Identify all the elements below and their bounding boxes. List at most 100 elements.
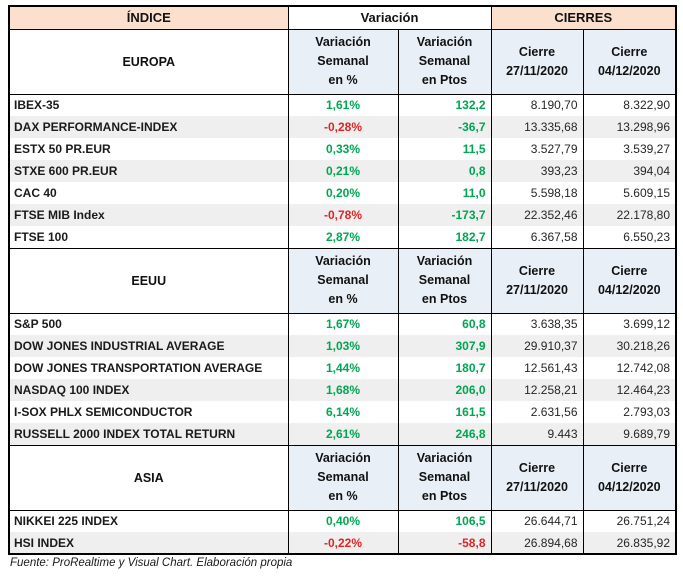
top-header-row: ÍNDICE Variación CIERRES xyxy=(8,5,677,30)
index-name-cell: I-SOX PHLX SEMICONDUCTOR xyxy=(8,401,289,423)
header-line: en % xyxy=(328,291,358,306)
subheader-close-27-11-2020: Cierre 27/11/2020 xyxy=(490,28,584,95)
weekly-change-pct-cell: 0,20% xyxy=(287,182,399,204)
weekly-change-pts-cell: -173,7 xyxy=(397,204,492,226)
weekly-change-pts-cell: 206,0 xyxy=(397,379,492,401)
header-line: Variación xyxy=(315,35,371,50)
weekly-change-pts-cell: -58,8 xyxy=(397,532,492,554)
index-name-cell: DAX PERFORMANCE-INDEX xyxy=(8,116,289,138)
section-header-row-asia: ASIA Variación Semanal en % Variación Semanal… xyxy=(8,444,677,511)
close-04-12-cell: 5.609,15 xyxy=(582,182,677,204)
index-name-cell: DOW JONES INDUSTRIAL AVERAGE xyxy=(8,335,289,357)
close-27-11-cell: 6.367,58 xyxy=(490,226,584,248)
table-row: DOW JONES TRANSPORTATION AVERAGE 1,44% 180… xyxy=(8,357,677,379)
table-row: ESTX 50 PR.EUR 0,33% 11,5 3.527,79 3.539,27 xyxy=(8,138,677,160)
weekly-change-pts-cell: 246,8 xyxy=(397,423,492,445)
close-04-12-cell: 8.322,90 xyxy=(582,94,677,116)
column-header-indice: ÍNDICE xyxy=(8,5,289,30)
weekly-change-pct-cell: 6,14% xyxy=(287,401,399,423)
weekly-change-pts-cell: 161,5 xyxy=(397,401,492,423)
subheader-weekly-change-pts: Variación Semanal en Ptos xyxy=(397,444,492,511)
header-line: Variación xyxy=(416,35,473,50)
index-name-cell: S&P 500 xyxy=(8,313,289,335)
weekly-change-pts-cell: 132,2 xyxy=(397,94,492,116)
header-line: Cierre xyxy=(611,44,648,59)
table-row: DOW JONES INDUSTRIAL AVERAGE 1,03% 307,9 29… xyxy=(8,335,677,357)
close-04-12-cell: 22.178,80 xyxy=(582,204,677,226)
weekly-change-pts-cell: 60,8 xyxy=(397,313,492,335)
header-line: Semanal xyxy=(317,470,369,485)
weekly-change-pct-cell: 0,21% xyxy=(287,160,399,182)
subheader-close-27-11-2020: Cierre 27/11/2020 xyxy=(490,444,584,511)
close-04-12-cell: 9.689,79 xyxy=(582,423,677,445)
index-name-cell: HSI INDEX xyxy=(8,532,289,554)
header-line: Variación xyxy=(416,254,473,269)
weekly-change-pts-cell: 106,5 xyxy=(397,510,492,532)
table-row: RUSSELL 2000 INDEX TOTAL RETURN 2,61% 246,… xyxy=(8,423,677,445)
header-line: en % xyxy=(328,72,358,87)
weekly-change-pct-cell: 2,87% xyxy=(287,226,399,248)
header-line: Semanal xyxy=(418,470,471,485)
close-27-11-cell: 26.644,71 xyxy=(490,510,584,532)
index-name-cell: FTSE MIB Index xyxy=(8,204,289,226)
close-27-11-cell: 3.638,35 xyxy=(490,313,584,335)
index-name-cell: ESTX 50 PR.EUR xyxy=(8,138,289,160)
subheader-weekly-change-pct: Variación Semanal en % xyxy=(287,28,399,95)
subheader-weekly-change-pct: Variación Semanal en % xyxy=(287,247,399,314)
weekly-change-pts-cell: 182,7 xyxy=(397,226,492,248)
subheader-close-04-12-2020: Cierre 04/12/2020 xyxy=(582,444,677,511)
header-line: 27/11/2020 xyxy=(506,63,568,78)
close-27-11-cell: 3.527,79 xyxy=(490,138,584,160)
table-row: CAC 40 0,20% 11,0 5.598,18 5.609,15 xyxy=(8,182,677,204)
indices-table: ÍNDICE Variación CIERRES EUROPA Variación… xyxy=(8,5,678,555)
index-name-cell: NASDAQ 100 INDEX xyxy=(8,379,289,401)
column-header-cierres: CIERRES xyxy=(490,5,677,30)
subheader-weekly-change-pts: Variación Semanal en Ptos xyxy=(397,247,492,314)
table-row: NASDAQ 100 INDEX 1,68% 206,0 12.258,21 12.46… xyxy=(8,379,677,401)
header-line: Cierre xyxy=(518,460,556,475)
close-04-12-cell: 26.835,92 xyxy=(582,532,677,554)
index-name-cell: CAC 40 xyxy=(8,182,289,204)
close-27-11-cell: 13.335,68 xyxy=(490,116,584,138)
section-header-row-europa: EUROPA Variación Semanal en % Variación Seman… xyxy=(8,28,677,95)
close-27-11-cell: 12.258,21 xyxy=(490,379,584,401)
header-line: 04/12/2020 xyxy=(597,479,661,494)
subheader-weekly-change-pts: Variación Semanal en Ptos xyxy=(397,28,492,95)
weekly-change-pct-cell: 1,68% xyxy=(287,379,399,401)
section-name-europa: EUROPA xyxy=(8,28,289,95)
header-line: Cierre xyxy=(518,263,556,278)
header-line: en Ptos xyxy=(421,72,468,87)
header-line: 27/11/2020 xyxy=(506,479,568,494)
table-row: FTSE MIB Index -0,78% -173,7 22.352,46 22.17… xyxy=(8,204,677,226)
table-row: FTSE 100 2,87% 182,7 6.367,58 6.550,23 xyxy=(8,226,677,248)
table-row: I-SOX PHLX SEMICONDUCTOR 6,14% 161,5 2.631,… xyxy=(8,401,677,423)
close-27-11-cell: 26.894,68 xyxy=(490,532,584,554)
header-line: Semanal xyxy=(418,54,471,69)
header-line: Cierre xyxy=(518,44,556,59)
header-line: Semanal xyxy=(317,273,369,288)
close-04-12-cell: 26.751,24 xyxy=(582,510,677,532)
table-row: IBEX-35 1,61% 132,2 8.190,70 8.322,90 xyxy=(8,94,677,116)
weekly-change-pct-cell: 1,44% xyxy=(287,357,399,379)
weekly-change-pct-cell: -0,28% xyxy=(287,116,399,138)
header-line: 27/11/2020 xyxy=(506,282,568,297)
header-line: Semanal xyxy=(418,273,471,288)
header-line: Semanal xyxy=(317,54,369,69)
table-row: NIKKEI 225 INDEX 0,40% 106,5 26.644,71 26.75… xyxy=(8,510,677,532)
subheader-weekly-change-pct: Variación Semanal en % xyxy=(287,444,399,511)
header-line: Cierre xyxy=(611,263,648,278)
weekly-change-pts-cell: 11,5 xyxy=(397,138,492,160)
weekly-change-pts-cell: 180,7 xyxy=(397,357,492,379)
weekly-change-pts-cell: 307,9 xyxy=(397,335,492,357)
section-name-asia: ASIA xyxy=(8,444,289,511)
weekly-change-pct-cell: -0,22% xyxy=(287,532,399,554)
close-04-12-cell: 30.218,26 xyxy=(582,335,677,357)
close-27-11-cell: 393,23 xyxy=(490,160,584,182)
weekly-change-pct-cell: -0,78% xyxy=(287,204,399,226)
weekly-change-pct-cell: 2,61% xyxy=(287,423,399,445)
header-line: Variación xyxy=(315,451,371,466)
source-note: Fuente: ProRealtime y Visual Chart. Elab… xyxy=(10,557,293,569)
weekly-change-pct-cell: 1,61% xyxy=(287,94,399,116)
weekly-change-pct-cell: 1,67% xyxy=(287,313,399,335)
close-27-11-cell: 5.598,18 xyxy=(490,182,584,204)
